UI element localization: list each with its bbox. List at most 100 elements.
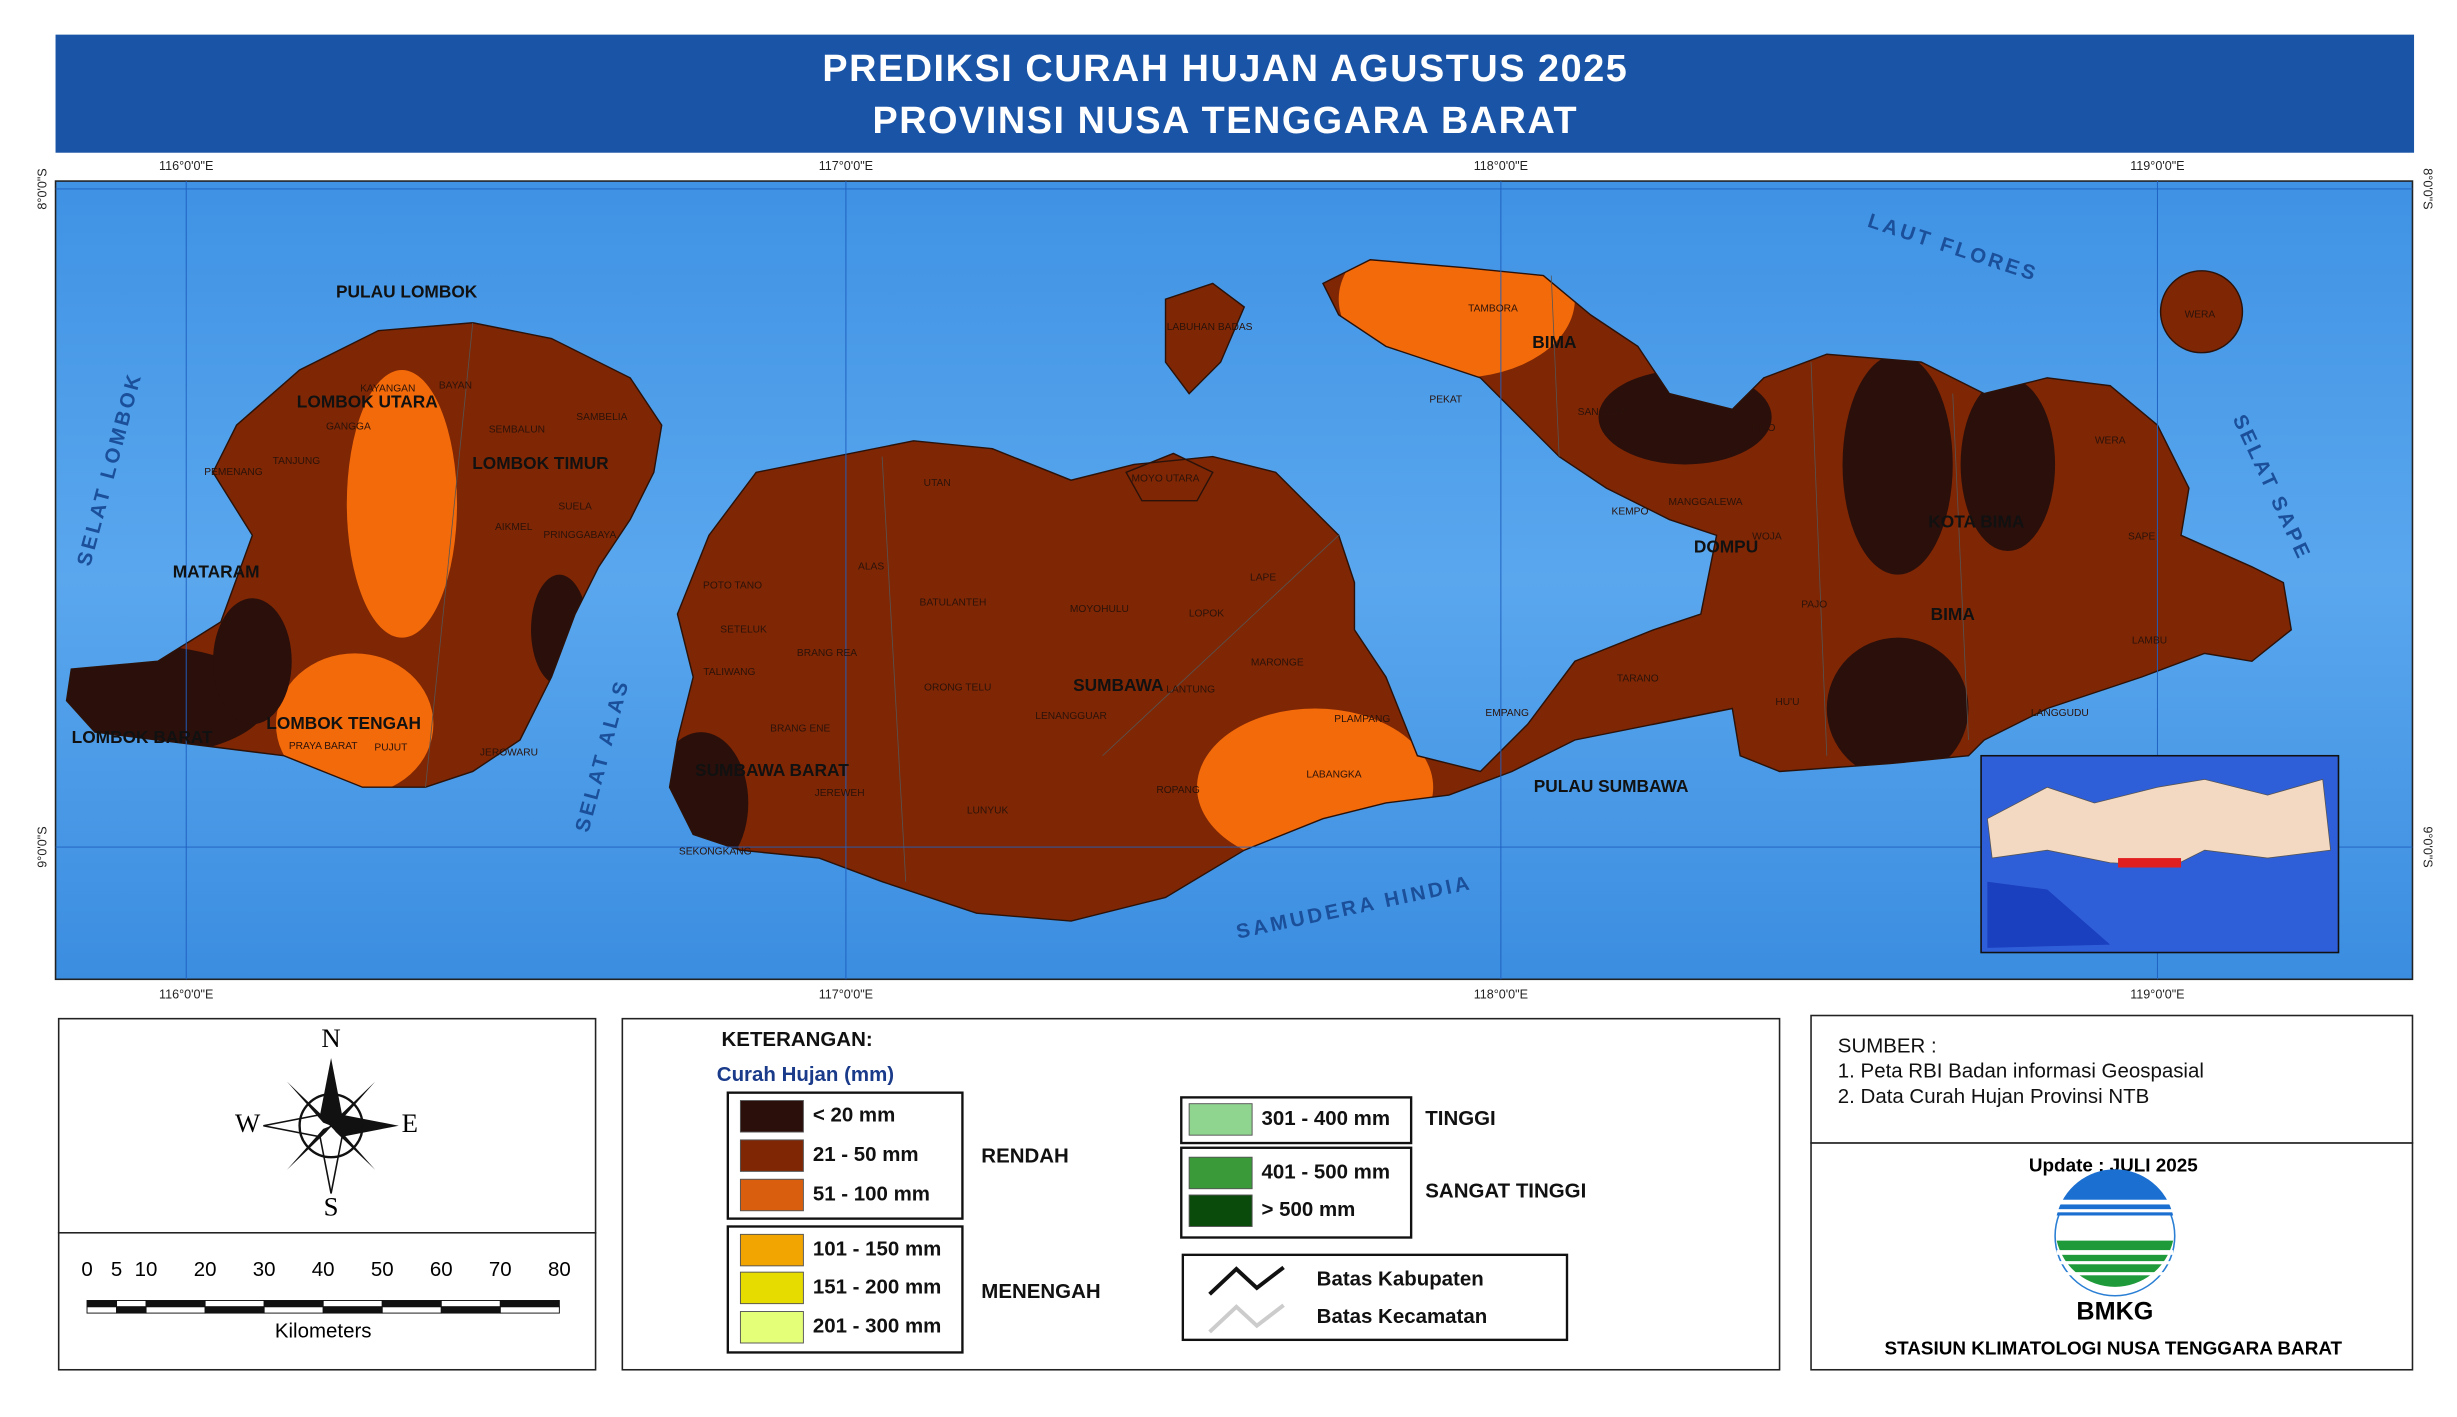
region-label: PULAU LOMBOK (336, 281, 478, 301)
kecamatan-label: MANGGALEWA (1669, 497, 1743, 508)
legend-line-symbol (1208, 1265, 1285, 1296)
lon-label: 118°0'0"E (1474, 159, 1528, 173)
lat-label: 9°0'0"S (2420, 826, 2434, 867)
kecamatan-label: LAMBU (2132, 636, 2167, 647)
legend-title: KETERANGAN: (722, 1028, 873, 1051)
kecamatan-label: WERA (2095, 436, 2126, 447)
scale-segment (116, 1300, 147, 1308)
compass-rose (263, 1058, 399, 1194)
kecamatan-label: BATULANTEH (920, 598, 987, 609)
scale-tick-label: 5 (111, 1258, 122, 1281)
legend-label: 101 - 150 mm (813, 1238, 941, 1261)
compass-s: S (324, 1191, 339, 1221)
region-label: LOMBOK TIMUR (472, 453, 609, 473)
legend-label: 151 - 200 mm (813, 1275, 941, 1298)
kecamatan-label: SEMBALUN (489, 425, 545, 436)
subtitle: PROVINSI NUSA TENGGARA BARAT (872, 100, 1578, 142)
kecamatan-label: KEMPO (1612, 506, 1649, 517)
kecamatan-label: PLAMPANG (1334, 714, 1390, 725)
station-name: STASIUN KLIMATOLOGI NUSA TENGGARA BARAT (1885, 1338, 2343, 1359)
lon-label: 118°0'0"E (1474, 987, 1528, 1001)
kecamatan-label: POTO TANO (703, 580, 762, 591)
scale-segment (204, 1306, 265, 1314)
lon-label: 116°0'0"E (159, 159, 213, 173)
scale-segment (381, 1306, 442, 1314)
kecamatan-label: KAYANGAN (360, 384, 415, 395)
kecamatan-label: BRANG ENE (770, 724, 830, 735)
kecamatan-label: PRINGGABAYA (543, 530, 616, 541)
scale-tick-label: 30 (253, 1258, 276, 1281)
scale-segment (322, 1306, 383, 1314)
legend-subtitle: Curah Hujan (mm) (717, 1063, 894, 1086)
kecamatan-label: TARANO (1617, 673, 1659, 684)
legend-swatch (739, 1139, 804, 1172)
scale-segment (86, 1300, 118, 1308)
kecamatan-label: PEMENANG (204, 467, 263, 478)
legend-lines-frame (1181, 1253, 1569, 1342)
logo-text: BMKG (2076, 1298, 2153, 1326)
legend-group-frame (726, 1225, 964, 1354)
scale-tick-label: 70 (489, 1258, 512, 1281)
legend-line-label: Batas Kabupaten (1317, 1267, 1484, 1290)
kecamatan-label: LENANGGUAR (1035, 711, 1107, 722)
legend-line-symbol (1208, 1303, 1285, 1334)
region-label: BIMA (1931, 604, 1976, 624)
title: PREDIKSI CURAH HUJAN AGUSTUS 2025 (822, 48, 1628, 90)
kecamatan-label: ALAS (858, 562, 884, 573)
kecamatan-label: PUJUT (374, 743, 407, 754)
scale-tick-label: 80 (548, 1258, 571, 1281)
region-label: MATARAM (173, 562, 260, 582)
source-item: 1. Peta RBI Badan informasi Geospasial (1838, 1060, 2204, 1083)
scale-segment (263, 1306, 324, 1314)
legend-swatch (739, 1100, 804, 1133)
legend-category: SANGAT TINGGI (1425, 1179, 1586, 1202)
source-item: 2. Data Curah Hujan Provinsi NTB (1838, 1085, 2149, 1108)
kecamatan-label: SANGGAR (1578, 407, 1629, 418)
compass-w: W (235, 1108, 261, 1138)
kecamatan-label: BAYAN (439, 380, 472, 391)
kecamatan-label: EMPANG (1485, 708, 1529, 719)
inset-map (1980, 754, 2340, 954)
scale-segment (440, 1300, 501, 1308)
legend-label: 301 - 400 mm (1262, 1107, 1390, 1130)
lat-label: 9°0'0"S (35, 826, 49, 867)
kecamatan-label: LANGGUDU (2031, 708, 2089, 719)
kecamatan-label: WOJA (1752, 532, 1782, 543)
kecamatan-label: LABANGKA (1306, 769, 1361, 780)
region-label: LOMBOK BARAT (72, 727, 213, 747)
kecamatan-label: HU'U (1775, 697, 1799, 708)
legend-box (621, 1017, 1781, 1371)
legend-swatch (1188, 1194, 1253, 1227)
region-label: LOMBOK UTARA (297, 392, 438, 412)
kecamatan-label: WERA (2185, 310, 2216, 321)
lon-label: 117°0'0"E (819, 987, 873, 1001)
kecamatan-label: JEREWEH (815, 788, 865, 799)
legend-category: RENDAH (981, 1145, 1069, 1168)
kecamatan-label: MOYOHULU (1070, 604, 1129, 615)
kecamatan-label: SEKONGKANG (679, 846, 752, 857)
legend-swatch (739, 1233, 804, 1267)
kecamatan-label: LOPOK (1189, 609, 1224, 620)
scale-segment (204, 1300, 265, 1308)
kecamatan-label: ROPANG (1156, 785, 1200, 796)
kecamatan-label: AIKMEL (495, 522, 533, 533)
kecamatan-label: SETELUK (720, 624, 767, 635)
scale-segment (381, 1300, 442, 1308)
lat-label: 8°0'0"S (2420, 168, 2434, 209)
kecamatan-label: PAJO (1801, 599, 1827, 610)
scale-segment (145, 1306, 206, 1314)
legend-category: TINGGI (1425, 1107, 1495, 1130)
compass-n: N (321, 1023, 340, 1053)
legend-swatch (1188, 1103, 1253, 1136)
scale-segment (116, 1306, 147, 1314)
kecamatan-label: MARONGE (1251, 658, 1304, 669)
legend-label: 51 - 100 mm (813, 1182, 930, 1205)
compass-e: E (402, 1108, 418, 1138)
kecamatan-label: SAMBELIA (576, 412, 627, 423)
scale-tick-label: 20 (194, 1258, 217, 1281)
scale-tick-label: 40 (312, 1258, 335, 1281)
legend-swatch (1188, 1156, 1253, 1190)
legend-category: MENENGAH (981, 1280, 1100, 1303)
scale-segment (499, 1306, 560, 1314)
